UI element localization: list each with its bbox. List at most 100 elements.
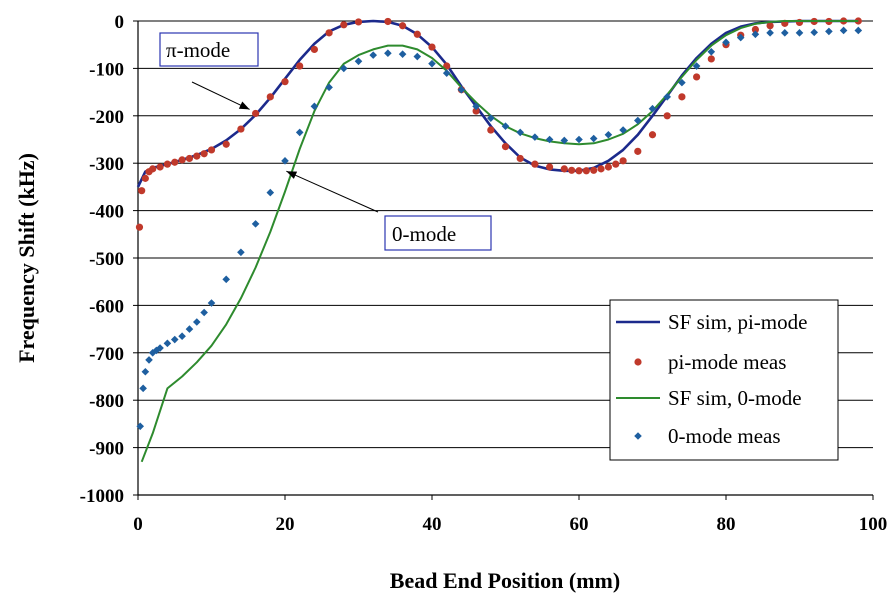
data-point-pi-mode-meas — [546, 163, 554, 171]
data-point-pi-mode-meas — [560, 165, 568, 173]
data-point-0-mode-meas — [193, 318, 201, 326]
data-point-pi-mode-meas — [487, 126, 495, 134]
legend-items: SF sim, pi-mode pi-mode meas SF sim, 0-mod… — [616, 310, 807, 448]
data-point-pi-mode-meas — [413, 30, 421, 38]
data-point-0-mode-meas — [751, 30, 760, 39]
y-tick-label: -800 — [89, 391, 124, 412]
series-line-sf-sim-pi-mode — [136, 19, 859, 188]
legend-label: pi-mode meas — [668, 350, 786, 374]
data-point-0-mode-meas — [487, 114, 495, 122]
annotations: π-mode 0-mode — [159, 32, 492, 251]
data-point-pi-mode-meas — [193, 152, 201, 160]
x-tick-labels: 0 20 40 60 80 100 — [133, 514, 887, 535]
data-point-0-mode-meas — [839, 26, 848, 35]
data-point-pi-mode-meas — [648, 131, 657, 139]
annotation-label: π-mode — [166, 38, 230, 62]
data-point-0-mode-meas — [398, 50, 407, 58]
legend-item-sf-sim-pi-mode: SF sim, pi-mode — [616, 310, 807, 334]
y-tick-labels: 0 -100 -200 -300 -400 -500 -600 -700 -800 -900 -10… — [80, 12, 124, 507]
data-point-pi-mode-meas — [795, 18, 804, 27]
data-point-0-mode-meas — [604, 130, 613, 139]
data-point-0-mode-meas — [281, 157, 289, 165]
data-point-0-mode-meas — [707, 48, 716, 56]
data-point-pi-mode-meas — [516, 154, 524, 163]
x-tick-label: 40 — [423, 514, 442, 535]
axes — [133, 20, 874, 500]
y-tick-label: -600 — [89, 296, 124, 317]
legend-label: 0-mode meas — [668, 424, 781, 448]
legend: SF sim, pi-mode pi-mode meas SF sim, 0-mod… — [609, 299, 839, 461]
data-point-pi-mode-meas — [296, 62, 304, 70]
data-point-0-mode-meas — [145, 356, 153, 364]
x-tick-label: 60 — [570, 514, 589, 535]
legend-item-0-mode-meas: 0-mode meas — [634, 424, 781, 448]
data-point-0-mode-meas — [575, 135, 583, 144]
data-point-pi-mode-meas — [428, 43, 436, 51]
data-point-pi-mode-meas — [678, 93, 686, 101]
annotation-0-mode: 0-mode — [286, 170, 492, 251]
annotation-box — [384, 215, 492, 251]
data-point-pi-mode-meas — [149, 165, 157, 173]
data-point-0-mode-meas — [156, 344, 164, 352]
legend-item-sf-sim-0-mode: SF sim, 0-mode — [616, 386, 802, 410]
data-point-0-mode-meas — [781, 29, 789, 37]
data-point-0-mode-meas — [663, 93, 671, 101]
annotation-arrow-head — [286, 171, 298, 179]
data-point-0-mode-meas — [795, 29, 804, 37]
data-point-pi-mode-meas — [693, 73, 701, 81]
series-pi-mode-meas — [135, 17, 862, 231]
data-point-0-mode-meas — [200, 308, 208, 317]
data-point-0-mode-meas — [472, 102, 480, 111]
data-point-0-mode-meas — [325, 83, 333, 92]
data-point-0-mode-meas — [501, 122, 510, 131]
data-point-0-mode-meas — [354, 57, 363, 66]
data-point-0-mode-meas — [222, 275, 230, 284]
data-point-0-mode-meas — [457, 85, 466, 94]
series-group — [135, 17, 863, 463]
y-axis-title: Frequency Shift (kHz) — [14, 153, 39, 363]
data-point-0-mode-meas — [141, 367, 150, 376]
x-tick-label: 80 — [717, 514, 736, 535]
x-tick-label: 0 — [133, 514, 143, 535]
legend-label: SF sim, 0-mode — [668, 386, 802, 410]
data-point-pi-mode-meas — [325, 29, 333, 37]
data-point-0-mode-meas — [237, 248, 245, 257]
data-point-pi-mode-meas — [384, 17, 392, 26]
data-point-pi-mode-meas — [619, 157, 627, 165]
y-tick-label: -900 — [89, 439, 124, 460]
series-0-mode-meas — [136, 26, 863, 431]
y-tick-label: -200 — [89, 107, 124, 128]
series-line-sf-sim-0-mode — [140, 20, 859, 463]
data-point-0-mode-meas — [136, 422, 145, 431]
data-point-pi-mode-meas — [575, 167, 583, 175]
data-point-0-mode-meas — [648, 104, 657, 113]
legend-swatch — [634, 358, 642, 366]
data-point-pi-mode-meas — [399, 22, 407, 30]
data-point-pi-mode-meas — [171, 158, 179, 166]
data-point-0-mode-meas — [170, 335, 179, 344]
data-point-0-mode-meas — [384, 49, 392, 58]
data-point-pi-mode-meas — [663, 112, 671, 120]
data-point-pi-mode-meas — [237, 125, 245, 133]
data-point-pi-mode-meas — [141, 174, 149, 182]
data-point-0-mode-meas — [310, 102, 319, 111]
data-point-0-mode-meas — [340, 64, 348, 73]
data-point-pi-mode-meas — [634, 147, 642, 155]
annotation-label: 0-mode — [392, 222, 456, 246]
data-point-0-mode-meas — [766, 29, 774, 37]
annotation-arrow-head — [238, 101, 250, 110]
annotation-arrow-line — [191, 81, 250, 110]
data-point-0-mode-meas — [810, 28, 818, 37]
data-point-pi-mode-meas — [138, 187, 146, 195]
data-point-0-mode-meas — [207, 299, 216, 307]
data-point-pi-mode-meas — [707, 55, 715, 63]
data-point-0-mode-meas — [589, 134, 598, 143]
data-point-0-mode-meas — [413, 52, 422, 61]
data-point-pi-mode-meas — [207, 146, 216, 154]
data-point-0-mode-meas — [560, 136, 569, 145]
data-point-pi-mode-meas — [222, 140, 230, 148]
legend-label: SF sim, pi-mode — [668, 310, 807, 334]
data-point-pi-mode-meas — [340, 21, 348, 29]
data-point-0-mode-meas — [266, 188, 275, 197]
